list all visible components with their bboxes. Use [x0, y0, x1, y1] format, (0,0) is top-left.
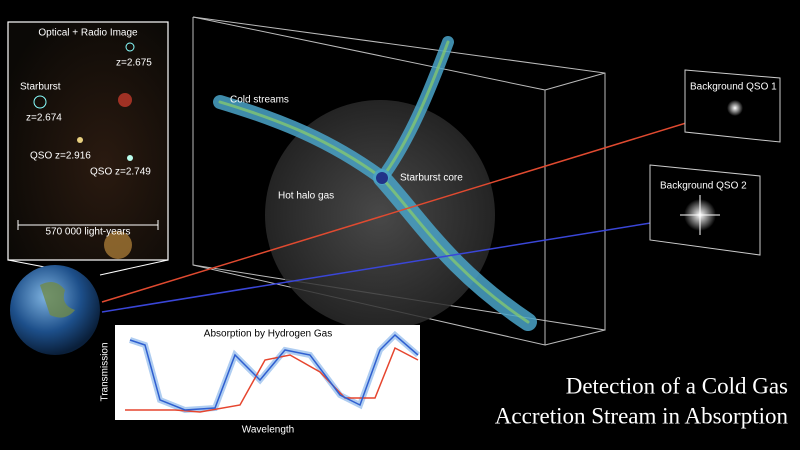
sightline-2 — [101, 214, 701, 313]
inset-label: z=2.674 — [26, 113, 62, 124]
earth-land — [40, 281, 75, 318]
spectrum-y-label: Transmission — [100, 342, 111, 401]
streams-label: Cold streams — [230, 95, 289, 106]
halo — [265, 100, 495, 330]
spectrum-panel: Absorption by Hydrogen Gas Transmission … — [100, 325, 420, 436]
halo-label: Hot halo gas — [278, 191, 334, 202]
caption-line: Detection of a Cold Gas — [566, 373, 788, 398]
connector — [99, 259, 169, 276]
qso-label: Background QSO 2 — [660, 181, 747, 192]
inset-panel: Optical + Radio Image z=2.675 Starburst … — [7, 21, 169, 261]
scale-bar-label: 570 000 light-years — [45, 227, 130, 238]
qso-panel: Background QSO 2 — [649, 164, 761, 256]
inset-label: Starburst — [20, 82, 61, 93]
qso-panel: Background QSO 1 — [684, 69, 781, 143]
qso-label: Background QSO 1 — [690, 82, 777, 93]
core-label: Starburst core — [400, 173, 463, 184]
caption-line: Accretion Stream in Absorption — [495, 403, 789, 428]
sightline-1 — [101, 107, 736, 303]
streams — [213, 36, 537, 331]
spectrum-title: Absorption by Hydrogen Gas — [204, 329, 332, 340]
inset-title: Optical + Radio Image — [38, 28, 138, 39]
inset-label: z=2.675 — [116, 58, 152, 69]
spectrum-x-label: Wavelength — [242, 425, 294, 436]
inset-label: QSO z=2.916 — [30, 151, 91, 162]
inset-label: QSO z=2.749 — [90, 167, 151, 178]
